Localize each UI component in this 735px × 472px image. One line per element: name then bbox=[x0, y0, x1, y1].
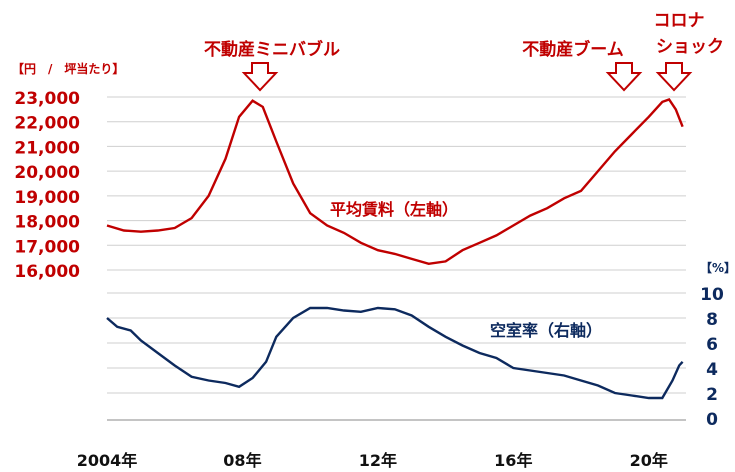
left-tick-label: 18,000 bbox=[14, 213, 80, 233]
left-tick-label: 23,000 bbox=[14, 89, 80, 109]
left-tick-label: 20,000 bbox=[14, 163, 80, 183]
arrow-down-icon bbox=[655, 62, 693, 92]
left-tick-label: 19,000 bbox=[14, 188, 80, 208]
right-tick-label: 4 bbox=[706, 360, 718, 380]
left-tick-label: 22,000 bbox=[14, 114, 80, 134]
right-tick-label: 6 bbox=[706, 335, 718, 355]
left-tick-label: 16,000 bbox=[14, 262, 80, 282]
gridlines bbox=[107, 96, 686, 394]
x-tick-label: 08年 bbox=[223, 451, 261, 470]
series-vacancy-line bbox=[106, 306, 684, 400]
right-tick-label: 10 bbox=[700, 285, 724, 305]
annotation-corona-line2: ショック bbox=[656, 37, 724, 57]
x-tick-label: 12年 bbox=[359, 451, 397, 470]
left-axis-unit: 【円 / 坪当たり】 bbox=[12, 61, 124, 76]
right-tick-labels: 0 2 4 6 8 10 bbox=[700, 285, 724, 430]
arrow-down-icon bbox=[241, 62, 279, 92]
left-tick-labels: 16,000 17,000 18,000 19,000 20,000 21,000 22,0… bbox=[14, 89, 80, 282]
series-vacancy-label: 空室率（右軸） bbox=[490, 321, 602, 340]
x-tick-label: 2004年 bbox=[77, 451, 138, 470]
right-tick-label: 0 bbox=[706, 410, 718, 430]
left-tick-label: 21,000 bbox=[14, 138, 80, 158]
right-tick-label: 8 bbox=[706, 310, 718, 330]
left-tick-label: 17,000 bbox=[14, 237, 80, 257]
x-tick-label: 20年 bbox=[630, 451, 668, 470]
annotation-boom: 不動産ブーム bbox=[522, 39, 624, 60]
annotation-corona-line1: コロナ bbox=[654, 11, 705, 31]
x-tick-label: 16年 bbox=[494, 451, 532, 470]
right-axis-unit: 【%】 bbox=[700, 260, 735, 275]
series-rent-label: 平均賃料（左軸） bbox=[330, 200, 458, 219]
x-tick-labels: 2004年 08年 12年 16年 20年 bbox=[77, 451, 668, 470]
series-rent-line bbox=[106, 98, 684, 266]
annotation-mini-bubble: 不動産ミニバブル bbox=[204, 39, 340, 60]
right-tick-label: 2 bbox=[706, 385, 718, 405]
arrow-down-icon bbox=[605, 62, 643, 92]
